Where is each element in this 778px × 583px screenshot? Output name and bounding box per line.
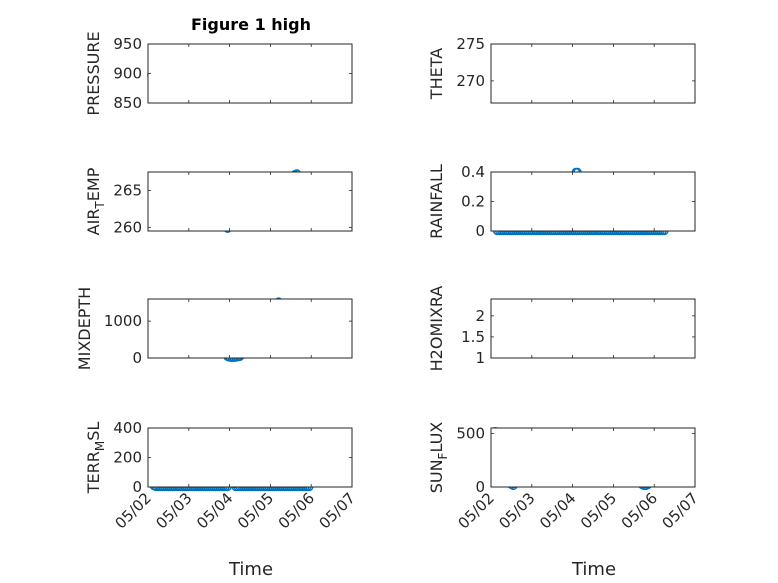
axes-box xyxy=(147,171,353,232)
y-axis-label-main: THETA xyxy=(427,48,446,100)
y-axis-label: AIRTEMP xyxy=(84,167,107,235)
y-axis-label-tail: EMP xyxy=(84,167,103,201)
y-tick-label: 950 xyxy=(113,35,142,53)
y-axis-label-main: RAINFALL xyxy=(427,164,446,239)
x-tick-label: 05/07 xyxy=(659,489,702,532)
y-axis-label-main: PRESSURE xyxy=(84,31,103,115)
y-tick-label: 265 xyxy=(113,181,142,199)
subplot-terr-msl: 020040005/0205/0305/0405/0505/0605/07TER… xyxy=(84,419,359,532)
y-axis-label: SUNFLUX xyxy=(427,422,450,494)
y-axis-label: THETA xyxy=(427,48,446,100)
subplot-air-temp: 260 265 AIRTEMP xyxy=(84,167,353,236)
axes-box xyxy=(490,43,696,104)
y-axis-label-subscript: F xyxy=(436,452,450,459)
x-tick-label: 05/07 xyxy=(316,489,359,532)
x-tick-label: 05/06 xyxy=(618,489,661,532)
x-tick-label: 05/06 xyxy=(275,489,318,532)
y-tick-label: 2 xyxy=(475,307,485,325)
y-axis-label-main: H2OMIXRA xyxy=(427,286,446,372)
subplot-theta: 270 275 THETA xyxy=(427,35,696,104)
y-tick-label: 1.5 xyxy=(461,328,485,346)
subplot-rainfall: 0 0.2 0.4 RAINFALL xyxy=(427,163,696,240)
y-tick-label: 0 xyxy=(475,478,485,496)
subplot-pressure: 850 900 950 PRESSURE xyxy=(84,31,353,116)
y-tick-label: 500 xyxy=(456,424,485,442)
figure-title: Figure 1 high xyxy=(191,15,311,34)
y-axis-label: TERRMSL xyxy=(84,422,107,495)
y-axis-label: RAINFALL xyxy=(427,164,446,239)
y-tick-label: 200 xyxy=(113,449,142,467)
axes-box xyxy=(490,427,696,488)
y-axis-label-main: TERR xyxy=(84,451,103,494)
y-axis-label-subscript: M xyxy=(93,441,107,451)
y-axis-label-tail: LUX xyxy=(427,422,446,453)
y-tick-label: 1 xyxy=(475,349,485,367)
y-axis-label: PRESSURE xyxy=(84,31,103,115)
y-axis-label: MIXDEPTH xyxy=(75,287,94,370)
axes-box xyxy=(147,427,353,488)
y-axis-label-subscript: T xyxy=(93,201,107,210)
y-axis-label-main: AIR xyxy=(84,209,103,236)
x-tick-label: 05/04 xyxy=(193,489,236,532)
y-tick-label: 0 xyxy=(132,478,142,496)
x-tick-label: 05/05 xyxy=(577,489,620,532)
x-axis-label-right: Time xyxy=(571,559,616,580)
y-tick-label: 260 xyxy=(113,218,142,236)
y-axis-label: H2OMIXRA xyxy=(427,286,446,372)
y-axis-label-main: MIXDEPTH xyxy=(75,287,94,370)
y-tick-label: 275 xyxy=(456,35,485,53)
axes-box xyxy=(147,43,353,104)
x-tick-label: 05/05 xyxy=(234,489,277,532)
y-tick-label: 900 xyxy=(113,65,142,83)
x-tick-label: 05/04 xyxy=(536,489,579,532)
y-axis-label-main: SUN xyxy=(427,459,446,493)
axes-box xyxy=(490,298,696,359)
x-tick-label: 05/03 xyxy=(495,489,538,532)
y-tick-label: 850 xyxy=(113,94,142,112)
subplot-mixdepth: 0 1000 MIXDEPTH xyxy=(75,287,353,370)
subplot-sun-flux: 050005/0205/0305/0405/0505/0605/07SUNFLU… xyxy=(427,422,702,533)
y-axis-label-tail: SL xyxy=(84,422,103,441)
y-tick-label: 1000 xyxy=(104,312,142,330)
subplot-grid: 850 900 950 PRESSURE 270 275 THETA 260 265 AIRTEM… xyxy=(75,31,702,532)
axes-box xyxy=(147,298,353,359)
y-tick-label: 0.4 xyxy=(461,163,485,181)
y-tick-label: 400 xyxy=(113,419,142,437)
x-axis-label-left: Time xyxy=(228,559,273,580)
y-tick-label: 0 xyxy=(475,222,485,240)
axes-box xyxy=(490,171,696,232)
y-tick-label: 0.2 xyxy=(461,193,485,211)
y-tick-label: 0 xyxy=(132,349,142,367)
y-tick-label: 270 xyxy=(456,72,485,90)
subplot-h2omixra: 1 1.5 2 H2OMIXRA xyxy=(427,286,696,372)
x-tick-label: 05/03 xyxy=(152,489,195,532)
